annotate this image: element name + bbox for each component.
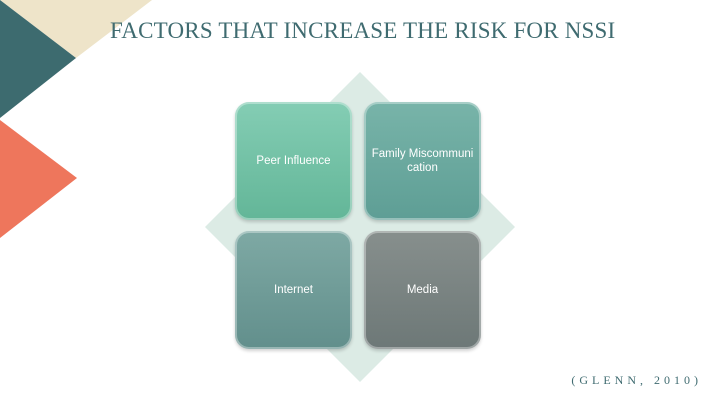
coral-triangle [0,120,77,238]
tile-label: Internet [274,284,313,296]
tile-label: Family Miscommunication [371,148,474,174]
teal-triangle [0,0,76,118]
tile-media: Media [364,231,481,349]
tile-label: Media [406,284,439,296]
tile-label: Peer Influence [256,155,331,167]
tile-internet: Internet [235,231,352,349]
cream-triangle [0,0,152,58]
citation: (GLENN, 2010) [571,373,702,387]
tile-peer-influence: Peer Influence [235,102,352,220]
slide-title: FACTORS THAT INCREASE THE RISK FOR NSSI [110,18,616,43]
tile-family-miscommunication: Family Miscommunication [364,102,481,220]
corner-decoration [0,0,152,238]
